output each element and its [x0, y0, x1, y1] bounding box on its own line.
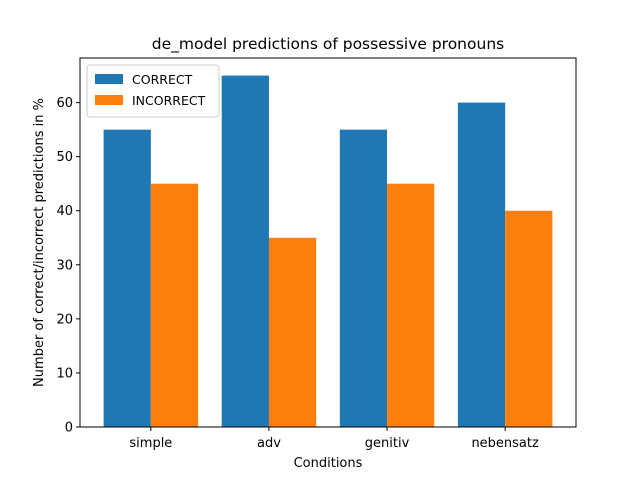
legend: CORRECT INCORRECT: [86, 64, 220, 118]
x-tick-label: genitiv: [365, 436, 410, 451]
chart-title: de_model predictions of possessive prono…: [152, 35, 504, 54]
bar-correct-adv: [221, 75, 269, 427]
bar-correct-simple: [103, 129, 151, 427]
y-axis-label: Number of correct/incorrect predictions …: [32, 98, 47, 387]
bar-correct-genitiv: [339, 129, 388, 427]
x-tick-label: nebensatz: [471, 436, 539, 451]
legend-swatch-incorrect: [95, 95, 123, 105]
x-axis: simple adv genitiv nebensatz: [129, 427, 539, 451]
y-tick-label: 50: [56, 150, 73, 165]
y-axis: 0 10 20 30 40 50 60: [56, 96, 80, 436]
y-tick-label: 10: [56, 366, 73, 381]
bar-incorrect-simple: [150, 183, 199, 427]
x-axis-label: Conditions: [294, 456, 363, 471]
y-tick-label: 20: [56, 312, 73, 327]
legend-label-incorrect: INCORRECT: [132, 93, 206, 108]
y-tick-label: 40: [56, 204, 73, 219]
bar-correct-nebensatz: [457, 102, 506, 427]
x-tick-label: adv: [257, 436, 281, 451]
x-tick-label: simple: [129, 436, 172, 451]
bars-group: [103, 75, 553, 427]
y-tick-label: 30: [56, 258, 73, 273]
y-tick-label: 60: [56, 96, 73, 111]
y-tick-label: 0: [65, 421, 73, 436]
legend-label-correct: CORRECT: [132, 72, 193, 87]
bar-incorrect-genitiv: [387, 183, 435, 427]
bar-incorrect-nebensatz: [505, 210, 553, 427]
plot-frame: [79, 57, 577, 428]
legend-swatch-correct: [95, 74, 123, 84]
plot-border: [79, 57, 577, 428]
bar-incorrect-adv: [268, 237, 317, 427]
